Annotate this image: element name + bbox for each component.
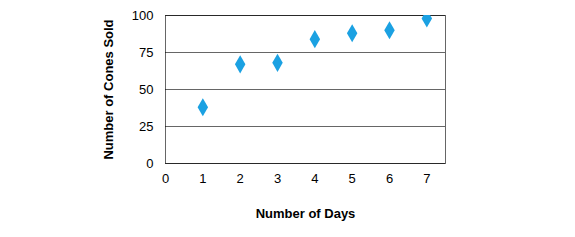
svg-text:1: 1	[199, 171, 206, 186]
svg-text:100: 100	[132, 8, 154, 23]
svg-text:4: 4	[311, 171, 318, 186]
svg-text:25: 25	[139, 119, 153, 134]
svg-text:Number of Days: Number of Days	[256, 206, 356, 221]
svg-text:Number of Cones Sold: Number of Cones Sold	[101, 19, 116, 159]
svg-text:7: 7	[423, 171, 430, 186]
svg-text:0: 0	[162, 171, 169, 186]
svg-text:0: 0	[146, 156, 153, 171]
svg-text:2: 2	[237, 171, 244, 186]
svg-text:3: 3	[274, 171, 281, 186]
svg-text:50: 50	[139, 82, 153, 97]
svg-text:6: 6	[386, 171, 393, 186]
svg-text:75: 75	[139, 45, 153, 60]
svg-text:5: 5	[349, 171, 356, 186]
